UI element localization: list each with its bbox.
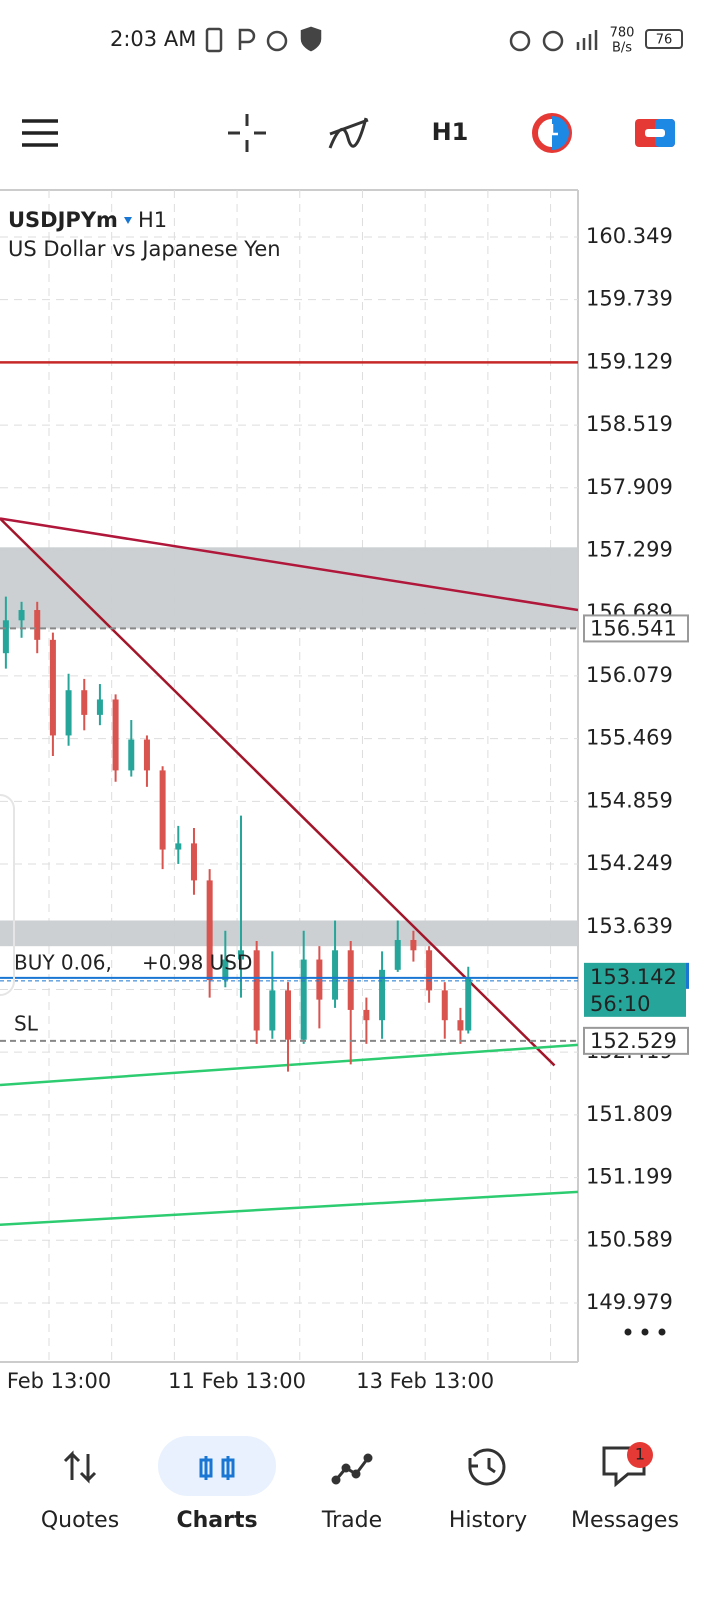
candle-body: [96, 699, 103, 715]
candle-body: [128, 739, 135, 771]
candle-body: [206, 880, 213, 981]
y-tick-label: 150.589: [586, 1227, 673, 1251]
status-icons: [205, 26, 598, 53]
bid-price: 153.142: [590, 965, 677, 989]
timeframe-button[interactable]: H1: [432, 118, 469, 146]
candle-body: [112, 699, 119, 771]
bid-tag: [584, 962, 686, 1017]
crosshair-button[interactable]: [228, 114, 266, 152]
candle-body: [190, 843, 197, 881]
candle-body: [332, 950, 339, 1000]
net-speed: 780: [610, 26, 635, 41]
side-handle[interactable]: [0, 794, 15, 996]
nav-label[interactable]: Trade: [321, 1508, 382, 1533]
nav-label[interactable]: Messages: [571, 1508, 679, 1533]
candle-body: [316, 959, 323, 1000]
x-tick-label: 9 Feb 13:00: [0, 1369, 111, 1393]
y-tick-label: 151.809: [586, 1102, 673, 1126]
position-label[interactable]: BUY 0.06,: [14, 950, 112, 974]
y-tick-label: 156.079: [586, 663, 673, 687]
clock-button[interactable]: [532, 113, 572, 153]
more-button[interactable]: [624, 1328, 666, 1336]
candle-body: [347, 950, 354, 1010]
indicators-button[interactable]: [328, 117, 369, 149]
sl-tag: [583, 1026, 689, 1055]
y-tick-label: 160.349: [586, 224, 673, 248]
y-tick-label: 155.469: [586, 726, 673, 750]
x-tick-label: 11 Feb 13:00: [168, 1369, 306, 1393]
price-tag: [583, 614, 689, 643]
sl-price: 152.529: [590, 1029, 677, 1053]
candle-body: [65, 690, 72, 736]
position-profit[interactable]: +0.98 USD: [142, 950, 252, 974]
y-tick-label: 154.859: [586, 788, 673, 812]
trade-lines: 156.541 BUY 0.06, +0.98 USD 153.142 56:10 SL 1…: [0, 614, 689, 1055]
candle-body: [143, 739, 150, 771]
candle-body: [300, 959, 307, 1040]
battery: [645, 29, 683, 49]
candle-body: [410, 940, 417, 951]
candle-body: [285, 990, 292, 1040]
nav-label[interactable]: Charts: [176, 1508, 257, 1533]
candle-body: [222, 959, 229, 981]
y-tick-label: 159.739: [586, 287, 673, 311]
symbol[interactable]: USDJPYm: [8, 208, 118, 232]
candle-body: [18, 610, 25, 621]
symbol-description: US Dollar vs Japanese Yen: [8, 237, 281, 261]
chart-timeframe: H1: [138, 208, 167, 232]
candle-body: [465, 978, 472, 1031]
candle-body: [49, 639, 56, 736]
candle-body: [81, 690, 88, 715]
candle-body: [394, 940, 401, 970]
y-tick-label: 151.199: [586, 1165, 673, 1189]
candle-body: [34, 610, 41, 640]
nav-label[interactable]: History: [449, 1508, 527, 1533]
y-tick-label: 159.129: [586, 349, 673, 373]
price-tag-label: 156.541: [590, 616, 677, 640]
candle-body: [441, 990, 448, 1021]
status-time: 2:03 AM: [110, 27, 196, 51]
nav-active-pill: [158, 1436, 276, 1496]
battery-level: 76: [656, 33, 673, 48]
candle-body: [379, 969, 386, 1021]
trendline: [0, 517, 578, 612]
trendline: [0, 1190, 578, 1227]
y-tick-label: 149.979: [586, 1290, 673, 1314]
sl-label[interactable]: SL: [14, 1011, 39, 1035]
zone: [0, 920, 578, 947]
bar-timer: 56:10: [590, 992, 651, 1016]
candle-body: [426, 950, 433, 991]
net-speed-unit: B/s: [612, 41, 632, 56]
candle-body: [363, 1009, 370, 1021]
candle-body: [237, 950, 244, 960]
bottom-nav: Quotes Charts Trade History Messages: [41, 1508, 679, 1533]
menu-button[interactable]: [22, 119, 58, 147]
candle-body: [253, 950, 260, 1031]
trendline: [0, 517, 556, 1067]
y-tick-label: 154.249: [586, 851, 673, 875]
candle-body: [2, 620, 9, 654]
y-tick-label: 153.639: [586, 914, 673, 938]
y-tick-label: 157.909: [586, 475, 673, 499]
badge-count: 1: [635, 1445, 645, 1464]
badge: [627, 1442, 653, 1468]
trade-button[interactable]: [635, 119, 675, 147]
candle-body: [457, 1020, 464, 1031]
candle-body: [175, 843, 182, 850]
x-tick-label: 13 Feb 13:00: [356, 1369, 494, 1393]
y-tick-label: 158.519: [586, 412, 673, 436]
bid-tag-edge: [686, 962, 689, 989]
candle-body: [159, 770, 166, 850]
symbol-dropdown[interactable]: [124, 217, 132, 224]
candles: [2, 596, 472, 1072]
candle-body: [269, 990, 276, 1031]
zone: [0, 547, 578, 629]
nav-icons: [63, 1446, 646, 1488]
nav-label[interactable]: Quotes: [41, 1508, 119, 1533]
y-tick-label: 157.299: [586, 538, 673, 562]
